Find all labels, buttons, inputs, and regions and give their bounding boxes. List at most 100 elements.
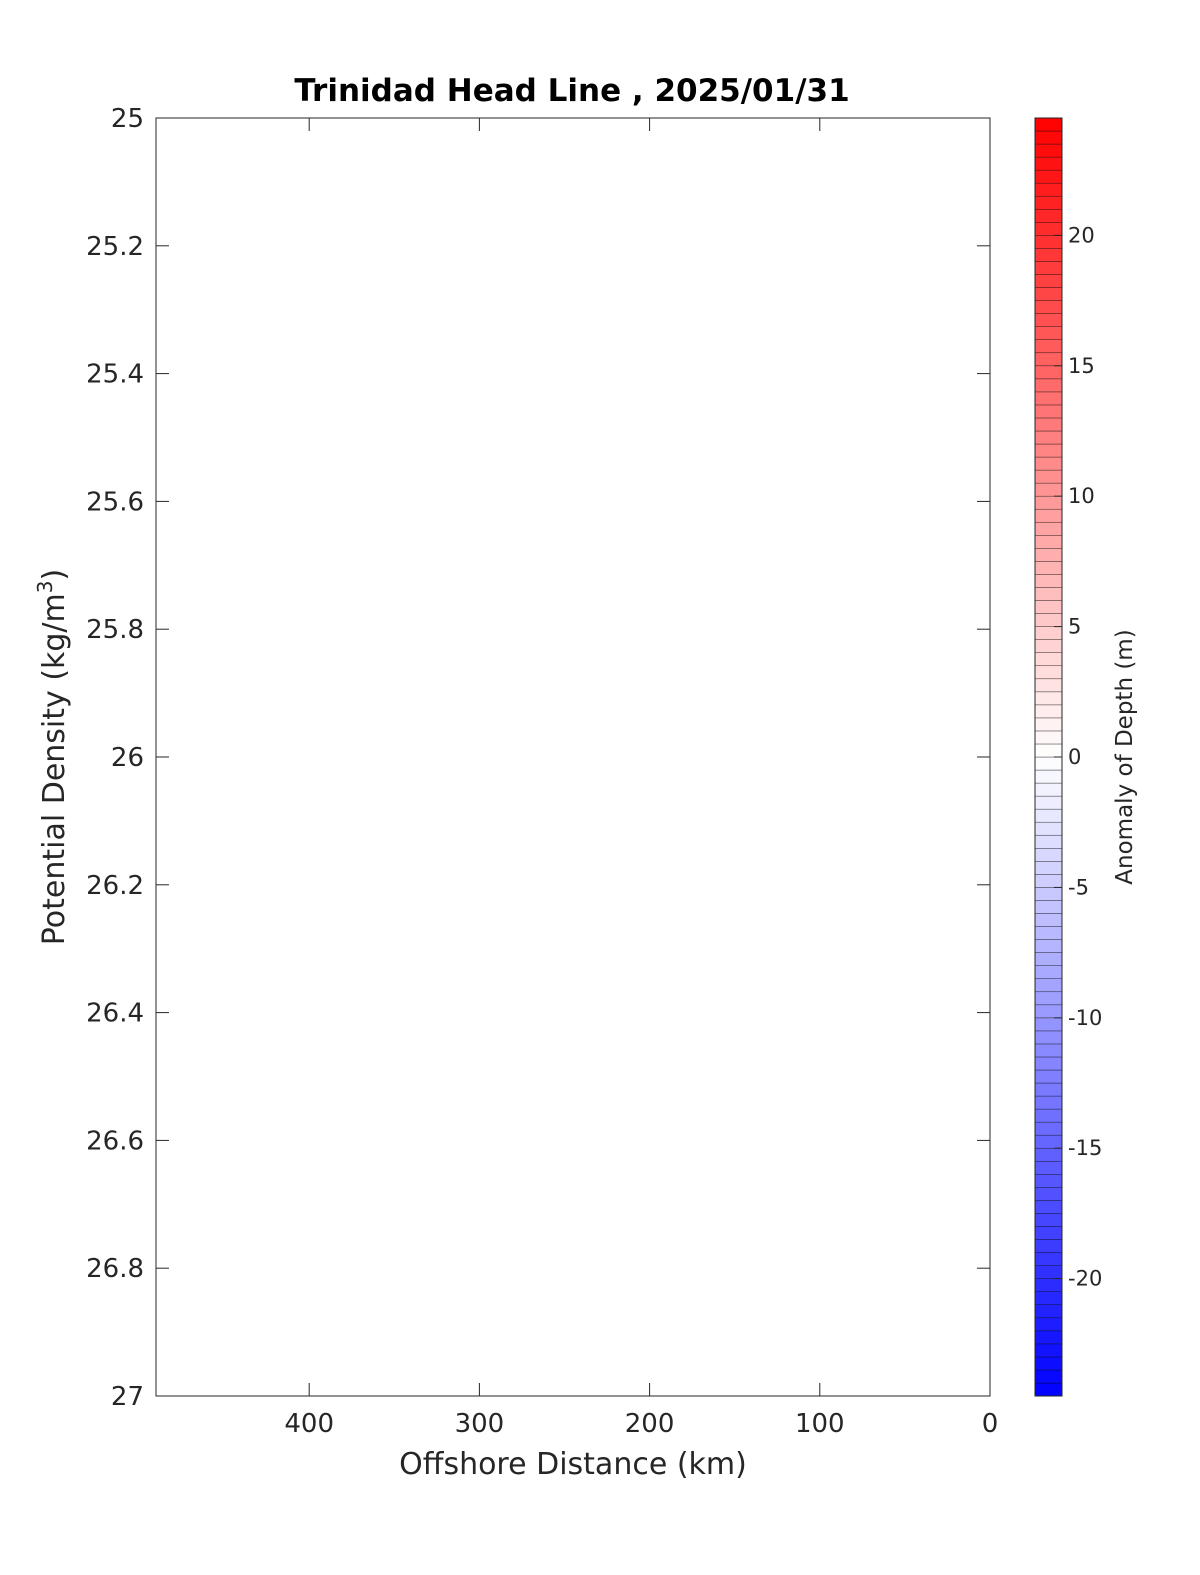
colorbar-segment [1034, 691, 1063, 706]
colorbar-segment [1034, 1095, 1063, 1110]
colorbar-segment [1034, 1056, 1063, 1071]
colorbar-segment [1034, 808, 1063, 823]
y-tick-label: 26.6 [86, 1126, 144, 1156]
colorbar-segment [1034, 795, 1063, 810]
colorbar-segment [1034, 417, 1063, 432]
colorbar-ticks: 20 15 10 5 0 -5 -10 -15 -20 [1054, 223, 1102, 1291]
y-axis-label-superscript: 3 [33, 580, 57, 593]
colorbar [1034, 117, 1063, 1397]
colorbar-segment [1034, 469, 1063, 484]
colorbar-segment [1034, 261, 1063, 275]
y-tick-label: 26.4 [86, 999, 144, 1029]
colorbar-segment [1034, 1304, 1063, 1319]
colorbar-segment [1034, 952, 1063, 966]
x-axis-label: Offshore Distance (km) [399, 1447, 747, 1482]
colorbar-segment [1034, 665, 1063, 680]
colorbar-segment [1034, 195, 1063, 210]
colorbar-segment [1034, 1174, 1063, 1188]
x-tick-label: 200 [625, 1409, 675, 1439]
colorbar-segment [1034, 821, 1063, 836]
colorbar-segment [1034, 626, 1063, 640]
colorbar-tick-label: 5 [1068, 615, 1081, 639]
colorbar-segment [1034, 1069, 1063, 1084]
colorbar-segment [1034, 1017, 1063, 1032]
colorbar-segment [1034, 508, 1063, 523]
colorbar-segment [1034, 1147, 1063, 1162]
colorbar-segment [1034, 482, 1063, 497]
colorbar-label: Anomaly of Depth (m) [1112, 629, 1138, 884]
colorbar-segment [1034, 978, 1063, 993]
colorbar-segment [1034, 1226, 1063, 1240]
colorbar-segment [1034, 235, 1063, 249]
y-tick-label: 27 [111, 1382, 144, 1412]
colorbar-segment [1034, 704, 1063, 719]
x-tick-label: 100 [795, 1409, 845, 1439]
colorbar-segment [1034, 521, 1063, 536]
colorbar-segment [1034, 561, 1063, 575]
colorbar-segment [1034, 1134, 1063, 1149]
y-tick-label: 25.2 [86, 232, 144, 262]
colorbar-segment [1034, 1239, 1063, 1253]
x-tick-label: 0 [982, 1409, 999, 1439]
colorbar-tick-label: 20 [1068, 223, 1095, 247]
y-axis-label-main: Potential Density (kg/m [37, 593, 72, 945]
colorbar-tick-label: 10 [1068, 484, 1095, 508]
y-axis: 25 25.2 25.4 25.6 25.8 26 26.2 26.4 26.6 26.8 27 [86, 104, 990, 1412]
colorbar-tick-label: -20 [1068, 1267, 1102, 1291]
y-axis-label-suffix: ) [37, 569, 72, 581]
colorbar-segment [1034, 156, 1063, 171]
x-axis: 400 300 200 100 0 [284, 118, 998, 1439]
y-tick-label: 25.6 [86, 487, 144, 517]
colorbar-segment [1034, 847, 1063, 862]
colorbar-segment [1034, 143, 1063, 158]
colorbar-segment [1034, 1121, 1063, 1136]
colorbar-segment [1034, 782, 1063, 797]
colorbar-segment [1034, 430, 1063, 445]
colorbar-segment [1034, 613, 1063, 627]
colorbar-segment [1034, 900, 1063, 914]
colorbar-segment [1034, 404, 1063, 419]
colorbar-segment [1034, 756, 1063, 771]
plot-frame [155, 117, 991, 1397]
colorbar-segment [1034, 1187, 1063, 1201]
colorbar-segment [1034, 1082, 1063, 1097]
colorbar-segment [1034, 391, 1063, 406]
colorbar-segment [1034, 182, 1063, 197]
colorbar-segment [1034, 1317, 1063, 1332]
y-tick-label: 25 [111, 104, 144, 134]
y-tick-label: 26.8 [86, 1254, 144, 1284]
colorbar-segment [1034, 639, 1063, 653]
colorbar-segment [1034, 548, 1063, 562]
colorbar-segment [1034, 1004, 1063, 1019]
colorbar-segment [1034, 574, 1063, 588]
colorbar-segment [1034, 495, 1063, 510]
colorbar-segment [1034, 834, 1063, 849]
colorbar-segment [1034, 874, 1063, 888]
y-tick-label: 26 [111, 743, 144, 773]
colorbar-segment [1034, 1330, 1063, 1345]
colorbar-segment [1034, 1160, 1063, 1175]
colorbar-segment [1034, 678, 1063, 693]
colorbar-segment [1034, 313, 1063, 327]
y-tick-label: 25.8 [86, 615, 144, 645]
chart-title: Trinidad Head Line , 2025/01/31 [294, 73, 849, 109]
colorbar-segment [1034, 1108, 1063, 1123]
colorbar-segment [1034, 1291, 1063, 1306]
colorbar-segment [1034, 456, 1063, 471]
colorbar-segment [1034, 769, 1063, 784]
colorbar-segment [1034, 1043, 1063, 1058]
colorbar-segment [1034, 274, 1063, 288]
colorbar-segment [1034, 365, 1063, 380]
colorbar-tick-label: -15 [1068, 1136, 1102, 1160]
colorbar-tick-label: -10 [1068, 1006, 1102, 1030]
colorbar-segment [1034, 339, 1063, 354]
colorbar-segment [1034, 1252, 1063, 1266]
colorbar-segment [1034, 248, 1063, 262]
colorbar-segment [1034, 887, 1063, 901]
colorbar-segment [1034, 287, 1063, 301]
colorbar-segment [1034, 743, 1063, 758]
colorbar-segment [1034, 1213, 1063, 1227]
colorbar-segment [1034, 222, 1063, 236]
colorbar-segment [1034, 1343, 1063, 1358]
